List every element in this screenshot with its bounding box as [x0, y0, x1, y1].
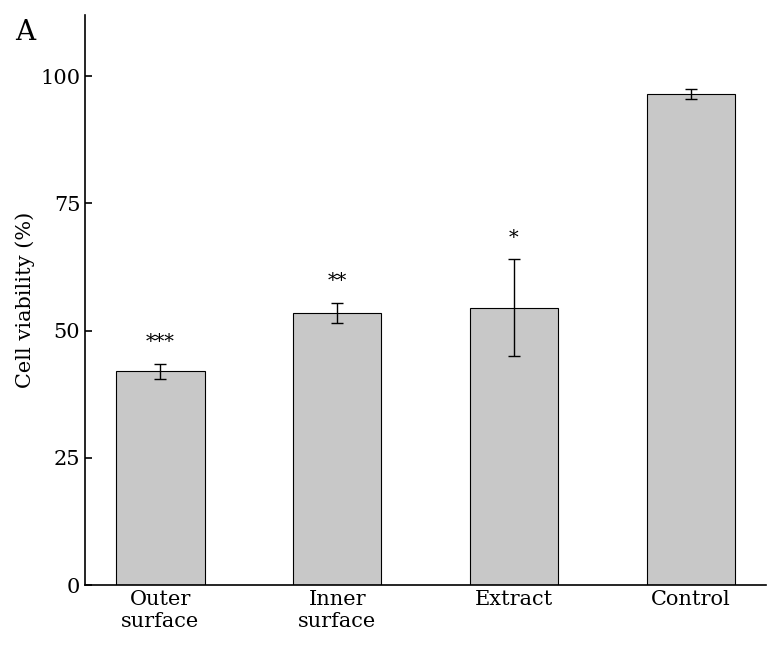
Bar — [470, 307, 558, 585]
Y-axis label: Cell viability (%): Cell viability (%) — [15, 212, 34, 388]
Text: A: A — [16, 19, 36, 47]
Text: **: ** — [327, 272, 347, 290]
Bar — [647, 94, 735, 585]
Text: ***: *** — [146, 333, 175, 351]
Bar — [293, 313, 381, 585]
Text: *: * — [509, 229, 519, 247]
Bar — [116, 371, 205, 585]
